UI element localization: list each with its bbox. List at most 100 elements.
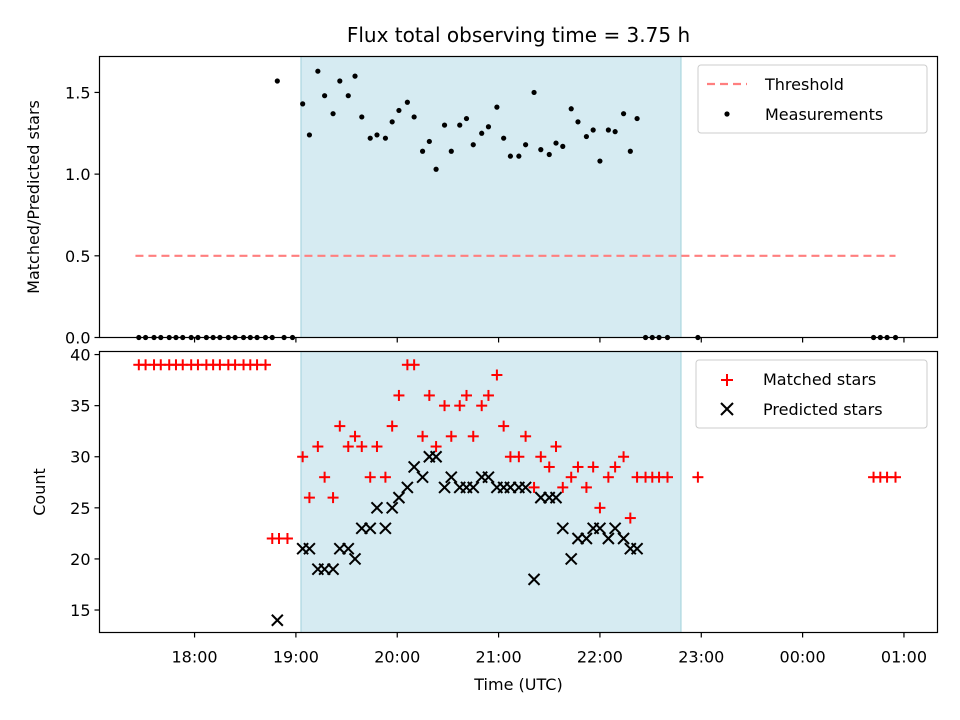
bottom-y-tick-label: 30: [70, 448, 90, 467]
predicted-star-point: [364, 522, 377, 535]
predicted-star-point: [407, 460, 421, 474]
x-tick-label: 20:00: [374, 648, 420, 667]
matched-star-point: [379, 471, 391, 483]
x-tick-label: 22:00: [577, 648, 623, 667]
bottom-y-tick-label: 40: [70, 346, 90, 365]
measurement-point: [583, 133, 590, 140]
matched-star-point: [259, 359, 271, 371]
predicted-star-point: [445, 470, 458, 484]
measurement-point: [315, 68, 321, 74]
x-tick-label: 23:00: [678, 648, 724, 667]
top-y-tick-label: 0.0: [65, 329, 90, 348]
predicted-star-point: [303, 542, 316, 555]
top-y-tick-label: 1.0: [65, 165, 90, 184]
measurement-point: [507, 153, 514, 159]
matched-star-point: [281, 532, 293, 544]
matched-star-point: [618, 451, 630, 463]
measurement-point: [620, 111, 627, 117]
measurement-point: [575, 119, 581, 125]
measurement-point: [470, 142, 476, 148]
measurement-point: [612, 129, 618, 135]
measurement-point: [560, 143, 566, 149]
predicted-star-point: [527, 573, 541, 586]
measurement-point: [553, 140, 559, 146]
measurement-point: [501, 135, 507, 141]
predicted-star-point: [549, 491, 563, 504]
bottom-y-ticks: 15 20 25 30 35 40: [70, 346, 100, 620]
measurement-point: [605, 127, 611, 133]
matched-star-point: [609, 461, 621, 473]
predicted-star-point: [438, 481, 451, 494]
matched-star-point: [565, 471, 577, 483]
measurement-point: [404, 99, 410, 105]
measurement-point: [538, 147, 544, 153]
matched-star-point: [356, 441, 368, 453]
matched-star-point: [393, 389, 405, 401]
matched-star-point: [303, 492, 315, 504]
predicted-star-point: [602, 532, 615, 545]
bottom-x-ticks: 18:00 19:00 20:00 21:00 22:00 23:00 00:00 01:00: [172, 632, 927, 667]
top-x-ticks: [193, 337, 905, 343]
matched-star-point: [520, 430, 532, 442]
measurement-point: [590, 127, 596, 133]
top-legend-box: [697, 64, 928, 134]
measurements-legend-marker: [724, 111, 730, 117]
matched-legend-label: Matched stars: [763, 370, 876, 389]
matched-star-point: [528, 481, 540, 493]
predicted-star-point: [593, 522, 607, 535]
matched-star-point: [890, 471, 902, 483]
measurement-point: [367, 135, 373, 141]
measurement-point: [523, 142, 529, 148]
predicted-star-point: [556, 522, 569, 535]
x-axis-label: Time (UTC): [473, 675, 562, 694]
predicted-legend-label: Predicted stars: [763, 400, 883, 419]
matched-star-point: [417, 430, 429, 442]
bottom-y-tick-label: 15: [70, 601, 90, 620]
predicted-star-point: [379, 522, 392, 535]
measurement-point: [494, 104, 500, 110]
matched-star-point: [408, 359, 420, 371]
matched-star-point: [572, 461, 584, 473]
measurement-point: [330, 111, 336, 117]
matched-star-point: [624, 512, 636, 524]
matched-star-point: [364, 471, 376, 483]
matched-star-point: [543, 461, 555, 473]
x-tick-label: 18:00: [172, 648, 218, 667]
predicted-star-point: [401, 481, 414, 494]
measurement-point: [359, 114, 365, 120]
predicted-star-point: [348, 552, 362, 566]
measurement-point: [485, 124, 492, 130]
matched-star-point: [550, 441, 562, 453]
predicted-star-point: [385, 501, 399, 515]
matched-star-point: [386, 420, 398, 432]
bottom-axes-frame: [98, 350, 939, 634]
measurement-point: [382, 135, 389, 141]
threshold-legend-label: Threshold: [764, 75, 844, 94]
matched-star-point: [535, 451, 547, 463]
measurement-point: [516, 153, 522, 159]
measurement-point: [322, 93, 328, 99]
measurement-point: [634, 115, 640, 122]
x-tick-label: 21:00: [476, 648, 522, 667]
x-tick-label: 01:00: [881, 648, 927, 667]
bottom-y-tick-label: 20: [70, 550, 90, 569]
bottom-y-tick-label: 25: [70, 499, 90, 518]
bottom-legend: Matched stars Predicted stars: [695, 359, 928, 429]
top-y-tick-label: 0.5: [65, 247, 90, 266]
measurement-point: [448, 148, 454, 154]
predicted-star-point: [342, 542, 355, 555]
matched-star-point: [482, 389, 494, 401]
predicted-star-point: [617, 532, 630, 545]
measurement-point: [463, 115, 470, 122]
predicted-star-point: [429, 450, 443, 463]
matched-star-point: [312, 441, 324, 453]
matched-stars-points: [133, 359, 902, 544]
bottom-legend-box: [695, 359, 928, 429]
measurement-point: [411, 114, 417, 120]
bottom-panel: 15 20 25 30 35 40 18:00 19:00 20:00 21:00 22:00 23…: [30, 346, 939, 694]
predicted-star-point: [565, 552, 578, 566]
predicted-star-point: [482, 470, 495, 484]
matched-legend-marker: [721, 374, 733, 386]
top-y-ticks: 0.0 0.5 1.0 1.5: [65, 83, 100, 348]
